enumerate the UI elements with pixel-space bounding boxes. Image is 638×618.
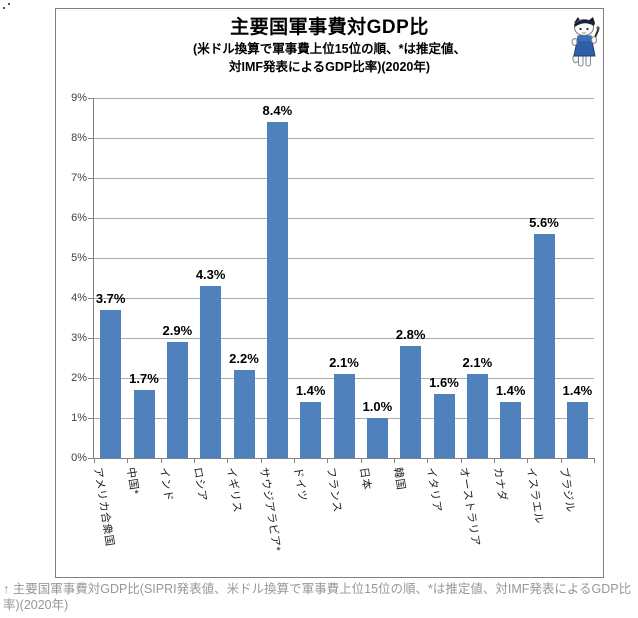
x-axis-category-label-text: オーストラリア bbox=[457, 466, 482, 548]
x-axis-category-label-text: イスラエル bbox=[524, 466, 545, 525]
x-axis-tick bbox=[560, 458, 562, 463]
x-axis-tick bbox=[360, 458, 362, 463]
bar bbox=[133, 390, 155, 458]
chart-subtitle-line1: (米ドル換算で軍事費上位15位の順、*は推定値、 bbox=[193, 42, 466, 56]
y-axis-tick bbox=[88, 98, 94, 99]
bar-value-label: 1.4% bbox=[562, 383, 593, 398]
y-axis-tick-label: 1% bbox=[71, 412, 87, 424]
bar-value-label: 2.9% bbox=[162, 323, 193, 338]
y-gridline bbox=[94, 218, 594, 219]
x-axis-category-label-text: カナダ bbox=[490, 466, 509, 503]
bar bbox=[466, 374, 488, 458]
y-axis-tick-label: 7% bbox=[71, 172, 87, 184]
y-axis-tick bbox=[88, 178, 94, 179]
y-gridline bbox=[94, 138, 594, 139]
x-axis-tick bbox=[527, 458, 529, 463]
bar-value-label: 1.4% bbox=[295, 383, 326, 398]
bar-value-label: 8.4% bbox=[262, 103, 293, 118]
x-axis-tick bbox=[294, 458, 295, 463]
plot-area: 0% 1% 2% 3% 4% 5% 6% 7% 8% 9% 3.7% アメリカ合衆国 1.7% 中国* 2.… bbox=[71, 92, 595, 553]
x-axis-category-label-text: ドイツ bbox=[290, 466, 309, 503]
y-gridline bbox=[94, 98, 594, 99]
y-axis-tick-label: 0% bbox=[71, 452, 87, 464]
bar-value-label: 1.6% bbox=[429, 375, 459, 390]
bar-value-label: 1.4% bbox=[495, 383, 526, 398]
x-axis-tick bbox=[94, 458, 95, 463]
bar bbox=[233, 370, 255, 458]
bar-value-label: 1.7% bbox=[129, 371, 159, 386]
x-axis-category-label-text: ロシア bbox=[190, 466, 209, 503]
y-gridline bbox=[94, 298, 594, 299]
y-axis-tick bbox=[88, 298, 94, 299]
x-axis-category-label-text: イギリス bbox=[224, 466, 244, 514]
scan-artifact-dot bbox=[8, 3, 10, 5]
bar bbox=[366, 418, 388, 458]
bar bbox=[266, 122, 288, 458]
x-axis-category-label-text: イタリア bbox=[424, 466, 444, 514]
y-axis-tick bbox=[88, 338, 94, 339]
x-axis-tick bbox=[194, 458, 195, 463]
x-axis-tick bbox=[494, 458, 495, 463]
y-axis-tick bbox=[88, 218, 94, 219]
y-axis-tick bbox=[88, 378, 94, 379]
x-axis-category-label-text: 日本 bbox=[357, 466, 373, 492]
chart-frame: 主要国軍事費対GDP比 (米ドル換算で軍事費上位15位の順、*は推定値、 対IM… bbox=[55, 8, 604, 578]
x-axis-tick bbox=[260, 458, 262, 463]
bar-value-label: 2.8% bbox=[395, 327, 426, 342]
bar bbox=[166, 342, 188, 458]
y-axis-tick-label: 4% bbox=[71, 292, 87, 304]
bar-value-label: 1.0% bbox=[362, 399, 393, 414]
y-axis-tick-label: 3% bbox=[71, 332, 87, 344]
x-axis-category-label-text: アメリカ合衆国 bbox=[90, 466, 116, 548]
x-axis-tick bbox=[594, 458, 595, 463]
y-axis-tick-label: 2% bbox=[71, 372, 87, 384]
bar-value-label: 2.2% bbox=[229, 351, 259, 366]
x-axis-tick bbox=[227, 458, 229, 463]
y-gridline bbox=[94, 178, 594, 179]
y-axis-tick-label: 8% bbox=[71, 132, 87, 144]
x-axis-tick bbox=[160, 458, 162, 463]
chart-title: 主要国軍事費対GDP比 bbox=[230, 17, 429, 38]
y-axis-tick bbox=[88, 258, 94, 259]
y-axis-tick bbox=[88, 418, 94, 419]
chart-subtitle-line2: 対IMF発表によるGDP比率)(2020年) bbox=[228, 60, 431, 74]
x-axis-tick bbox=[427, 458, 429, 463]
bar bbox=[100, 310, 122, 458]
y-axis-tick-label: 9% bbox=[71, 92, 87, 104]
source-caption: ↑ 主要国軍事費対GDP比(SIPRI発表値、米ドル換算で軍事費上位15位の順、… bbox=[3, 582, 632, 612]
bar-value-label: 5.6% bbox=[529, 215, 559, 230]
x-axis-category-label: ブラジル bbox=[558, 465, 618, 513]
y-axis-tick bbox=[88, 138, 94, 139]
bar-value-label: 3.7% bbox=[95, 291, 126, 306]
bar bbox=[333, 374, 355, 458]
bar-value-label: 2.1% bbox=[462, 355, 493, 370]
x-axis-tick bbox=[327, 458, 329, 463]
bar-value-label: 2.1% bbox=[329, 355, 359, 370]
y-axis-tick bbox=[88, 458, 94, 459]
cat-mascot-icon bbox=[570, 13, 600, 73]
x-axis-category-label-text: フランス bbox=[324, 466, 344, 514]
y-gridline bbox=[94, 258, 594, 259]
bar bbox=[566, 402, 588, 458]
bar bbox=[400, 346, 422, 458]
bar bbox=[433, 394, 455, 458]
x-axis-category-label-text: 中国* bbox=[124, 466, 141, 496]
bar bbox=[533, 234, 555, 458]
y-axis-tick-label: 5% bbox=[71, 252, 87, 264]
x-axis-category-label-text: インド bbox=[157, 466, 175, 503]
bar bbox=[500, 402, 522, 458]
x-axis-category-label-text: 韓国 bbox=[390, 466, 407, 492]
bar bbox=[200, 286, 222, 458]
y-gridline bbox=[94, 338, 594, 339]
x-axis-category-label-text: ブラジル bbox=[557, 466, 577, 514]
scan-artifact-dot bbox=[3, 7, 5, 9]
x-axis-tick bbox=[127, 458, 129, 463]
x-axis-tick bbox=[394, 458, 395, 463]
x-axis-tick bbox=[460, 458, 462, 463]
y-axis-tick-label: 6% bbox=[71, 212, 87, 224]
bar bbox=[300, 402, 322, 458]
x-axis-category-label-text: サウジアラビア* bbox=[257, 466, 283, 553]
bar-value-label: 4.3% bbox=[195, 267, 226, 282]
